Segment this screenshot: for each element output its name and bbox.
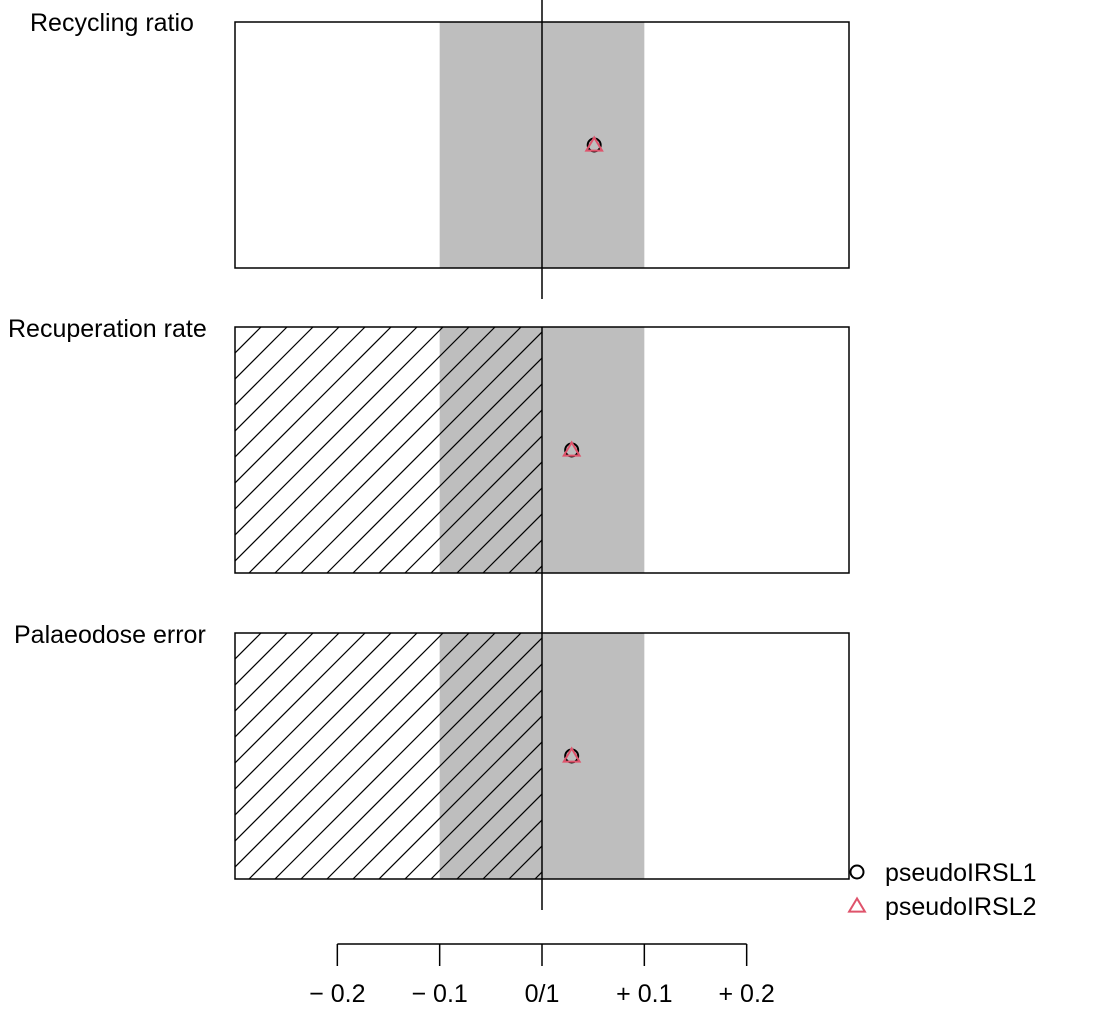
hatch-line [378, 715, 542, 879]
hatch-line [717, 327, 963, 573]
hatch-line [665, 633, 911, 879]
hatch-line [456, 793, 542, 879]
marker-pseudoIRSL2 [562, 746, 582, 763]
hatch-line [743, 633, 989, 879]
panel-1: Recycling ratio [30, 9, 850, 269]
hatch-line [717, 633, 963, 879]
hatch-line [248, 633, 496, 879]
panel-title: Recycling ratio [30, 9, 194, 37]
legend: pseudoIRSL1 pseudoIRSL2 [847, 859, 1037, 921]
hatch-line [482, 819, 542, 879]
tick-label: 0/1 [525, 980, 560, 1008]
hatch-line [235, 327, 340, 432]
hatch-line [235, 633, 236, 634]
hatch-line [274, 327, 522, 573]
hatch-line [235, 327, 314, 406]
tick-label: − 0.2 [309, 980, 365, 1008]
hatch-line [352, 383, 542, 573]
marker-pseudoIRSL2 [562, 440, 582, 457]
hatch-line [235, 633, 288, 686]
panels-layer: Recycling ratio Recuperation rate Palaeodo… [8, 0, 1015, 910]
hatch-line [235, 633, 366, 764]
hatch-line [665, 327, 911, 573]
hatch-line [235, 633, 340, 738]
hatch-line [482, 513, 542, 573]
hatch-line [404, 435, 542, 573]
legend-label-pseudoIRSL2: pseudoIRSL2 [885, 893, 1037, 921]
hatch-line [326, 357, 542, 573]
hatch-line [769, 327, 1015, 573]
hatch-line [326, 663, 542, 879]
panel-3: Palaeodose error [14, 621, 1015, 880]
hatch-line [352, 689, 542, 879]
hatch-region [235, 327, 1015, 573]
hatch-line [235, 633, 392, 790]
hatch-line [743, 327, 989, 573]
marker-pseudoIRSL2 [584, 135, 604, 152]
tick-label: + 0.1 [616, 980, 672, 1008]
tick-label: − 0.1 [412, 980, 468, 1008]
hatch-line [235, 633, 470, 868]
hatch-line [378, 409, 542, 573]
panel-2: Recuperation rate [8, 315, 1015, 574]
legend-marker-pseudoIRSL2 [847, 896, 867, 913]
hatch-line [430, 767, 542, 879]
hatch-line [235, 633, 444, 842]
hatch-line [691, 633, 937, 879]
hatch-line [235, 633, 262, 660]
hatch-line [300, 637, 542, 879]
hatch-line [456, 487, 542, 573]
legend-label-pseudoIRSL1: pseudoIRSL1 [885, 859, 1037, 887]
hatch-line [248, 327, 496, 573]
hatch-line [613, 633, 859, 879]
hatch-line [274, 633, 522, 879]
hatch-line [235, 327, 236, 328]
panel-title: Palaeodose error [14, 621, 206, 649]
hatch-line [235, 327, 262, 354]
panel-title: Recuperation rate [8, 315, 207, 343]
hatch-region [235, 633, 1015, 879]
hatch-line [235, 327, 418, 510]
legend-marker-pseudoIRSL1 [849, 864, 865, 880]
hatch-line [235, 327, 470, 562]
hatch-line [639, 633, 885, 879]
hatch-line [430, 461, 542, 573]
hatch-line [639, 327, 885, 573]
hatch-line [235, 327, 288, 380]
hatch-line [235, 327, 392, 484]
hatch-line [691, 327, 937, 573]
hatch-line [235, 327, 366, 458]
hatch-line [235, 633, 314, 712]
hatch-line [235, 327, 444, 536]
tick-label: + 0.2 [719, 980, 775, 1008]
hatch-line [613, 327, 859, 573]
hatch-line [235, 633, 418, 816]
hatch-line [300, 331, 542, 573]
hatch-line [769, 633, 1015, 879]
hatch-line [404, 741, 542, 879]
x-axis: − 0.2 − 0.1 0/1 + 0.1 + 0.2 [309, 943, 775, 1008]
